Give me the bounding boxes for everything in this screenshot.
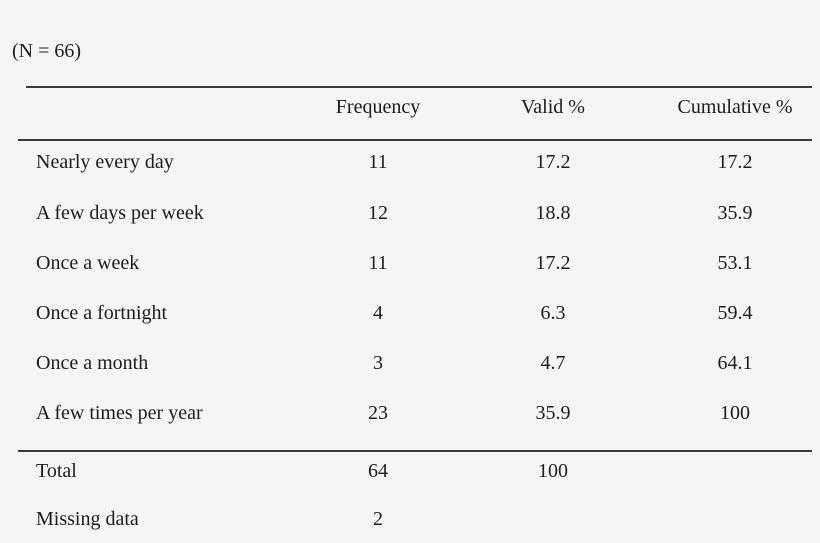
row-cumulative-pct: 64.1 xyxy=(717,352,753,374)
row-valid-pct: 18.8 xyxy=(535,202,571,224)
row-frequency: 11 xyxy=(368,252,388,274)
row-frequency: 12 xyxy=(368,202,388,224)
row-frequency: 3 xyxy=(373,352,383,374)
row-frequency: 11 xyxy=(368,151,388,173)
table-row: Once a month 3 4.7 64.1 xyxy=(0,352,820,376)
row-valid-pct: 100 xyxy=(538,460,568,482)
row-label: Missing data xyxy=(36,508,139,530)
table-rule-below-header xyxy=(18,139,812,141)
row-valid-pct: 17.2 xyxy=(535,151,571,173)
row-cumulative-pct: 35.9 xyxy=(717,202,753,224)
row-label: Once a month xyxy=(36,352,149,374)
sample-size-note: (N = 66) xyxy=(12,40,82,62)
table-row: Once a fortnight 4 6.3 59.4 xyxy=(0,302,820,326)
table-row: A few times per year 23 35.9 100 xyxy=(0,402,820,426)
header-valid-pct: Valid % xyxy=(521,96,585,118)
row-label: Once a week xyxy=(36,252,140,274)
table-row: Once a week 11 17.2 53.1 xyxy=(0,252,820,276)
row-valid-pct: 35.9 xyxy=(535,402,571,424)
table-rule-top xyxy=(26,86,812,88)
row-label: Total xyxy=(36,460,77,482)
header-cumulative-pct: Cumulative % xyxy=(677,96,793,118)
row-valid-pct: 4.7 xyxy=(540,352,566,374)
row-frequency: 4 xyxy=(373,302,383,324)
row-frequency: 64 xyxy=(368,460,388,482)
row-cumulative-pct: 59.4 xyxy=(717,302,753,324)
row-label: Once a fortnight xyxy=(36,302,168,324)
row-valid-pct xyxy=(456,508,650,532)
row-valid-pct: 6.3 xyxy=(540,302,566,324)
row-cumulative-pct: 100 xyxy=(720,402,750,424)
row-valid-pct: 17.2 xyxy=(535,252,571,274)
row-cumulative-pct: 53.1 xyxy=(717,252,753,274)
table-total-row: Total 64 100 xyxy=(0,460,820,484)
row-cumulative-pct xyxy=(650,460,820,484)
table-header-row: Frequency Valid % Cumulative % xyxy=(0,96,820,120)
table-row: Nearly every day 11 17.2 17.2 xyxy=(0,151,820,175)
row-cumulative-pct: 17.2 xyxy=(717,151,753,173)
row-label: Nearly every day xyxy=(36,151,174,173)
row-frequency: 2 xyxy=(373,508,383,530)
table-row: A few days per week 12 18.8 35.9 xyxy=(0,202,820,226)
row-frequency: 23 xyxy=(368,402,388,424)
row-cumulative-pct xyxy=(650,508,820,532)
header-empty-cell xyxy=(0,96,300,120)
row-label: A few days per week xyxy=(36,202,204,224)
header-frequency: Frequency xyxy=(335,96,421,118)
row-label: A few times per year xyxy=(36,402,203,424)
table-rule-above-total xyxy=(18,450,812,452)
table-missing-data-row: Missing data 2 xyxy=(0,508,820,532)
